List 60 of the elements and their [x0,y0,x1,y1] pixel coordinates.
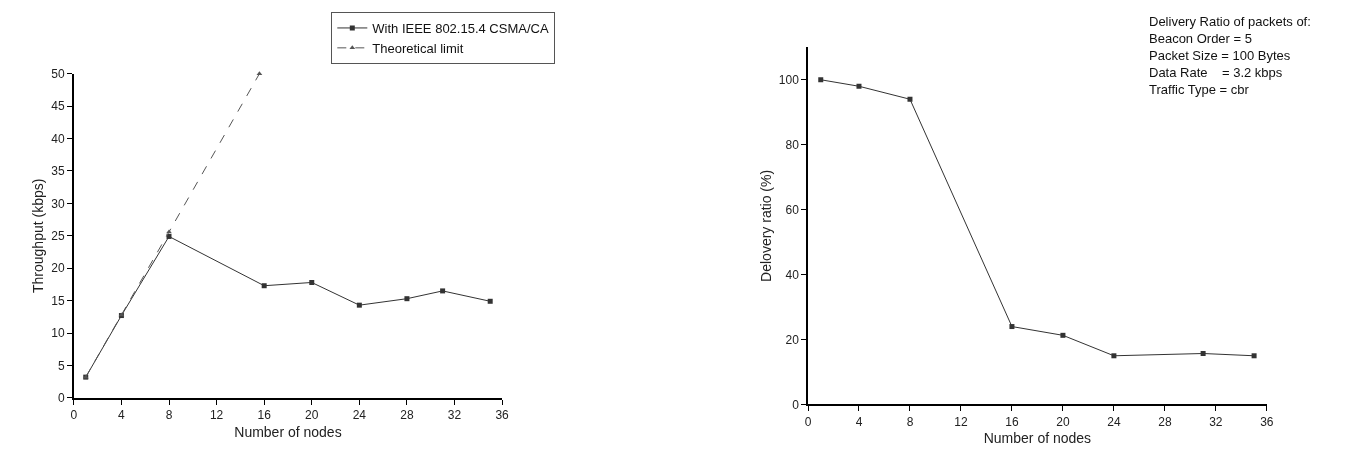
x-tick-label: 24 [1107,414,1121,429]
y-tick-label: 50 [51,66,65,81]
y-tick-label: 40 [51,131,65,146]
point [1200,351,1206,357]
y-tick-label: 100 [778,72,800,87]
y-tick-label: 5 [58,358,65,373]
x-tick-label: 8 [165,408,173,423]
y-tick-label: 25 [51,229,65,244]
point [440,288,446,294]
y-tick-label: 10 [51,326,65,341]
y-tick-label: 30 [51,196,65,211]
y-tick-label: 80 [785,137,800,152]
y-tick-label: 45 [51,99,65,114]
y-tick-label: 60 [785,202,800,217]
annotation: Delivery Ratio of packets of: Beacon Order = 5 Packet Size = 100 Bytes Data Rate = 3.2 kbps Traffic Type = cbr [1149,14,1311,97]
point [1251,353,1257,359]
x-tick-label: 32 [447,408,462,423]
y-tick-label: 40 [785,267,800,282]
x-tick-label: 12 [954,414,968,429]
y-tick-label: 35 [51,164,65,179]
point [487,298,493,304]
x-tick-label: 20 [305,408,319,423]
x-tick-label: 8 [906,414,914,429]
y-axis-title: Delovery ratio (%) [757,169,774,282]
x-axis-title: Number of nodes [234,423,342,440]
y-tick-label: 15 [51,293,65,308]
point [856,83,862,89]
y-tick-label: 0 [792,397,800,412]
point [404,296,410,302]
x-tick-label: 24 [352,408,367,423]
x-tick-label: 32 [1209,414,1223,429]
point [166,229,172,234]
y-tick-label: 20 [785,332,800,347]
x-tick-label: 12 [209,408,224,423]
y-tick-label: 20 [51,261,65,276]
x-tick-label: 28 [400,408,414,423]
point [907,96,913,102]
x-tick-label: 36 [1260,414,1274,429]
x-tick-label: 20 [1056,414,1070,429]
x-tick-label: 36 [495,408,510,423]
point [818,77,824,83]
point [356,302,362,308]
x-tick-label: 28 [1158,414,1172,429]
point [1009,324,1015,330]
point [166,233,172,239]
point [1060,332,1066,338]
point [309,279,315,285]
x-tick-label: 16 [1005,414,1019,429]
y-tick-label: 0 [58,391,65,406]
x-tick-label: 4 [855,414,863,429]
point [261,283,267,289]
x-tick-label: 4 [118,408,126,423]
x-tick-label: 16 [257,408,272,423]
legend-label: Theoretical limit [372,40,464,56]
x-tick-label: 0 [804,414,812,429]
y-axis-title: Throughput (kbps) [30,178,47,294]
legend-label: With IEEE 802.15.4 CSMA/CA [372,21,549,37]
x-axis-title: Number of nodes [983,430,1092,447]
point [1111,353,1117,359]
x-tick-label: 0 [70,408,78,423]
